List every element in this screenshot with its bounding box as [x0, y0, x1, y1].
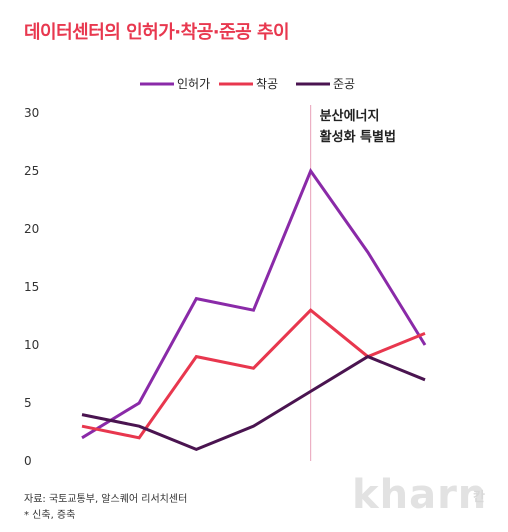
series-line-착공: [81, 308, 426, 440]
annotation-text-line2: 활성화 특별법: [320, 129, 396, 145]
legend-label: 인허가: [177, 77, 210, 91]
y-axis: 0 5 10 15 20 25 30: [24, 106, 39, 468]
y-tick-label: 15: [24, 280, 39, 294]
y-tick-label: 5: [24, 396, 32, 410]
annotation-text-line1: 분산에너지: [320, 108, 380, 124]
series-lines: [81, 167, 427, 452]
y-tick-label: 0: [24, 454, 32, 468]
legend: 인허가 착공 준공: [140, 77, 355, 91]
source-note: 자료: 국토교통부, 알스퀘어 리서치센터 * 신축, 증축: [24, 492, 187, 524]
watermark-logo: kharn: [352, 472, 488, 518]
source-line: 자료: 국토교통부, 알스퀘어 리서치센터: [24, 494, 188, 505]
y-tick-label: 25: [24, 164, 39, 178]
chart-title: 데이터센터의 인허가·착공·준공 추이: [24, 22, 290, 43]
legend-label: 착공: [256, 77, 278, 91]
footnote-line: * 신축, 증축: [24, 510, 76, 521]
watermark-sub: 칸: [473, 490, 485, 505]
y-tick-label: 20: [24, 222, 39, 236]
series-line-인허가: [81, 167, 427, 440]
legend-label: 준공: [333, 77, 355, 91]
y-tick-label: 10: [24, 338, 39, 352]
y-tick-label: 30: [24, 106, 39, 120]
series-line-준공: [81, 354, 426, 452]
